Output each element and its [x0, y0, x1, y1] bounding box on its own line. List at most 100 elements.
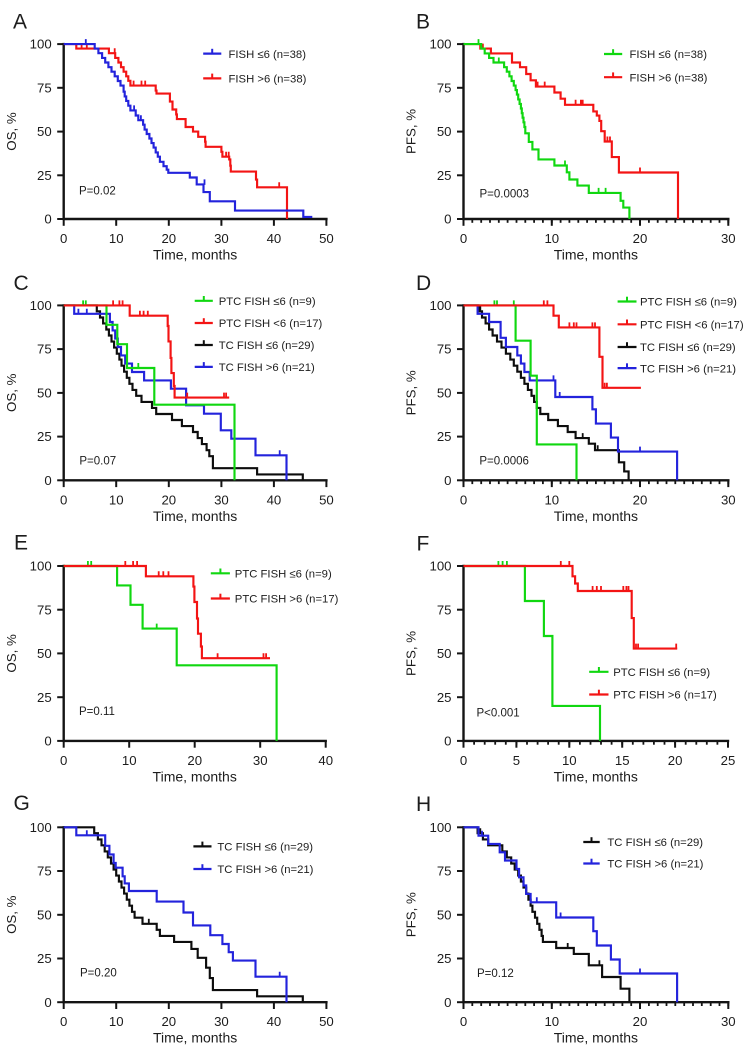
svg-text:PFS, %: PFS, % — [404, 892, 419, 937]
svg-text:PTC FISH ≤6 (n=9): PTC FISH ≤6 (n=9) — [219, 296, 316, 308]
svg-text:20: 20 — [668, 753, 683, 768]
svg-text:75: 75 — [37, 602, 52, 617]
svg-text:0: 0 — [444, 734, 451, 749]
svg-text:20: 20 — [633, 1014, 648, 1029]
svg-text:0: 0 — [60, 231, 67, 246]
svg-text:50: 50 — [437, 907, 452, 922]
svg-text:75: 75 — [437, 864, 452, 879]
svg-text:PTC FISH >6 (n=17): PTC FISH >6 (n=17) — [235, 594, 339, 606]
svg-text:Time, months: Time, months — [554, 508, 638, 524]
svg-text:10: 10 — [562, 753, 577, 768]
svg-text:TC FISH ≤6 (n=29): TC FISH ≤6 (n=29) — [640, 342, 736, 354]
svg-text:H: H — [416, 793, 431, 816]
svg-text:40: 40 — [267, 1014, 282, 1029]
svg-text:0: 0 — [444, 995, 451, 1010]
svg-text:100: 100 — [429, 559, 451, 574]
svg-text:30: 30 — [214, 1014, 229, 1029]
svg-text:PFS, %: PFS, % — [404, 109, 419, 154]
svg-text:P=0.11: P=0.11 — [79, 706, 115, 718]
svg-text:75: 75 — [437, 80, 452, 95]
svg-text:50: 50 — [437, 386, 452, 401]
svg-text:0: 0 — [44, 212, 51, 227]
svg-text:Time, months: Time, months — [153, 768, 237, 784]
svg-text:100: 100 — [30, 37, 52, 52]
svg-text:P=0.07: P=0.07 — [79, 456, 116, 468]
svg-text:Time, months: Time, months — [554, 1030, 638, 1046]
svg-text:PTC FISH ≤6 (n=9): PTC FISH ≤6 (n=9) — [613, 667, 710, 679]
svg-text:25: 25 — [37, 690, 52, 705]
svg-text:B: B — [416, 11, 430, 34]
svg-text:OS, %: OS, % — [4, 895, 19, 934]
svg-text:Time, months: Time, months — [153, 1030, 237, 1046]
svg-text:0: 0 — [444, 473, 451, 488]
svg-text:10: 10 — [544, 1014, 559, 1029]
svg-text:10: 10 — [109, 231, 124, 246]
svg-text:TC FISH >6 (n=21): TC FISH >6 (n=21) — [217, 864, 313, 876]
svg-text:50: 50 — [437, 646, 452, 661]
svg-text:0: 0 — [60, 492, 67, 507]
svg-text:C: C — [14, 272, 29, 295]
svg-text:FISH >6 (n=38): FISH >6 (n=38) — [229, 74, 307, 86]
svg-text:TC FISH ≤6 (n=29): TC FISH ≤6 (n=29) — [607, 837, 703, 849]
svg-text:100: 100 — [30, 820, 52, 835]
svg-text:10: 10 — [109, 492, 124, 507]
svg-text:0: 0 — [44, 995, 51, 1010]
svg-text:0: 0 — [460, 1014, 467, 1029]
svg-text:OS, %: OS, % — [4, 634, 19, 673]
svg-text:40: 40 — [267, 492, 282, 507]
svg-text:40: 40 — [318, 753, 333, 768]
svg-text:PTC FISH >6 (n=17): PTC FISH >6 (n=17) — [613, 690, 717, 702]
svg-text:PTC FISH <6 (n=17): PTC FISH <6 (n=17) — [219, 318, 323, 330]
svg-text:OS, %: OS, % — [4, 373, 19, 412]
svg-text:5: 5 — [513, 753, 520, 768]
svg-text:100: 100 — [429, 298, 451, 313]
svg-text:FISH >6 (n=38): FISH >6 (n=38) — [630, 72, 708, 84]
svg-text:0: 0 — [460, 231, 467, 246]
svg-text:75: 75 — [37, 864, 52, 879]
svg-text:30: 30 — [721, 1014, 736, 1029]
svg-text:PFS, %: PFS, % — [404, 631, 419, 676]
svg-text:75: 75 — [37, 80, 52, 95]
svg-text:TC FISH ≤6 (n=29): TC FISH ≤6 (n=29) — [219, 340, 315, 352]
svg-text:20: 20 — [187, 753, 202, 768]
svg-text:25: 25 — [437, 690, 452, 705]
svg-text:25: 25 — [437, 429, 452, 444]
svg-text:10: 10 — [544, 492, 559, 507]
svg-text:20: 20 — [633, 492, 648, 507]
svg-text:100: 100 — [429, 37, 451, 52]
svg-text:40: 40 — [267, 231, 282, 246]
svg-text:100: 100 — [429, 820, 451, 835]
svg-text:P=0.0003: P=0.0003 — [480, 189, 530, 201]
svg-text:0: 0 — [460, 753, 467, 768]
svg-text:25: 25 — [437, 951, 452, 966]
svg-text:10: 10 — [122, 753, 137, 768]
svg-text:50: 50 — [37, 646, 52, 661]
svg-text:0: 0 — [44, 473, 51, 488]
svg-text:Time, months: Time, months — [554, 247, 638, 263]
svg-text:25: 25 — [721, 753, 736, 768]
svg-text:PTC FISH ≤6 (n=9): PTC FISH ≤6 (n=9) — [640, 297, 737, 309]
svg-text:10: 10 — [109, 1014, 124, 1029]
svg-text:50: 50 — [319, 231, 334, 246]
svg-text:15: 15 — [615, 753, 630, 768]
svg-text:TC FISH >6 (n=21): TC FISH >6 (n=21) — [219, 362, 315, 374]
svg-text:50: 50 — [37, 124, 52, 139]
svg-text:TC FISH >6 (n=21): TC FISH >6 (n=21) — [607, 859, 703, 871]
svg-text:30: 30 — [253, 753, 268, 768]
svg-text:PTC FISH <6 (n=17): PTC FISH <6 (n=17) — [640, 320, 744, 332]
svg-text:FISH ≤6 (n=38): FISH ≤6 (n=38) — [229, 49, 307, 61]
svg-text:75: 75 — [437, 602, 452, 617]
svg-text:OS, %: OS, % — [4, 112, 19, 151]
svg-text:0: 0 — [60, 1014, 67, 1029]
svg-text:30: 30 — [721, 492, 736, 507]
svg-text:TC FISH ≤6 (n=29): TC FISH ≤6 (n=29) — [217, 842, 313, 854]
svg-text:TC FISH >6 (n=21): TC FISH >6 (n=21) — [640, 363, 736, 375]
svg-text:75: 75 — [37, 342, 52, 357]
svg-text:75: 75 — [437, 342, 452, 357]
svg-text:100: 100 — [30, 559, 52, 574]
svg-text:PTC FISH ≤6 (n=9): PTC FISH ≤6 (n=9) — [235, 569, 332, 581]
svg-text:FISH ≤6 (n=38): FISH ≤6 (n=38) — [630, 49, 708, 61]
svg-text:100: 100 — [30, 298, 52, 313]
svg-text:Time, months: Time, months — [554, 768, 638, 784]
svg-text:F: F — [417, 533, 430, 556]
